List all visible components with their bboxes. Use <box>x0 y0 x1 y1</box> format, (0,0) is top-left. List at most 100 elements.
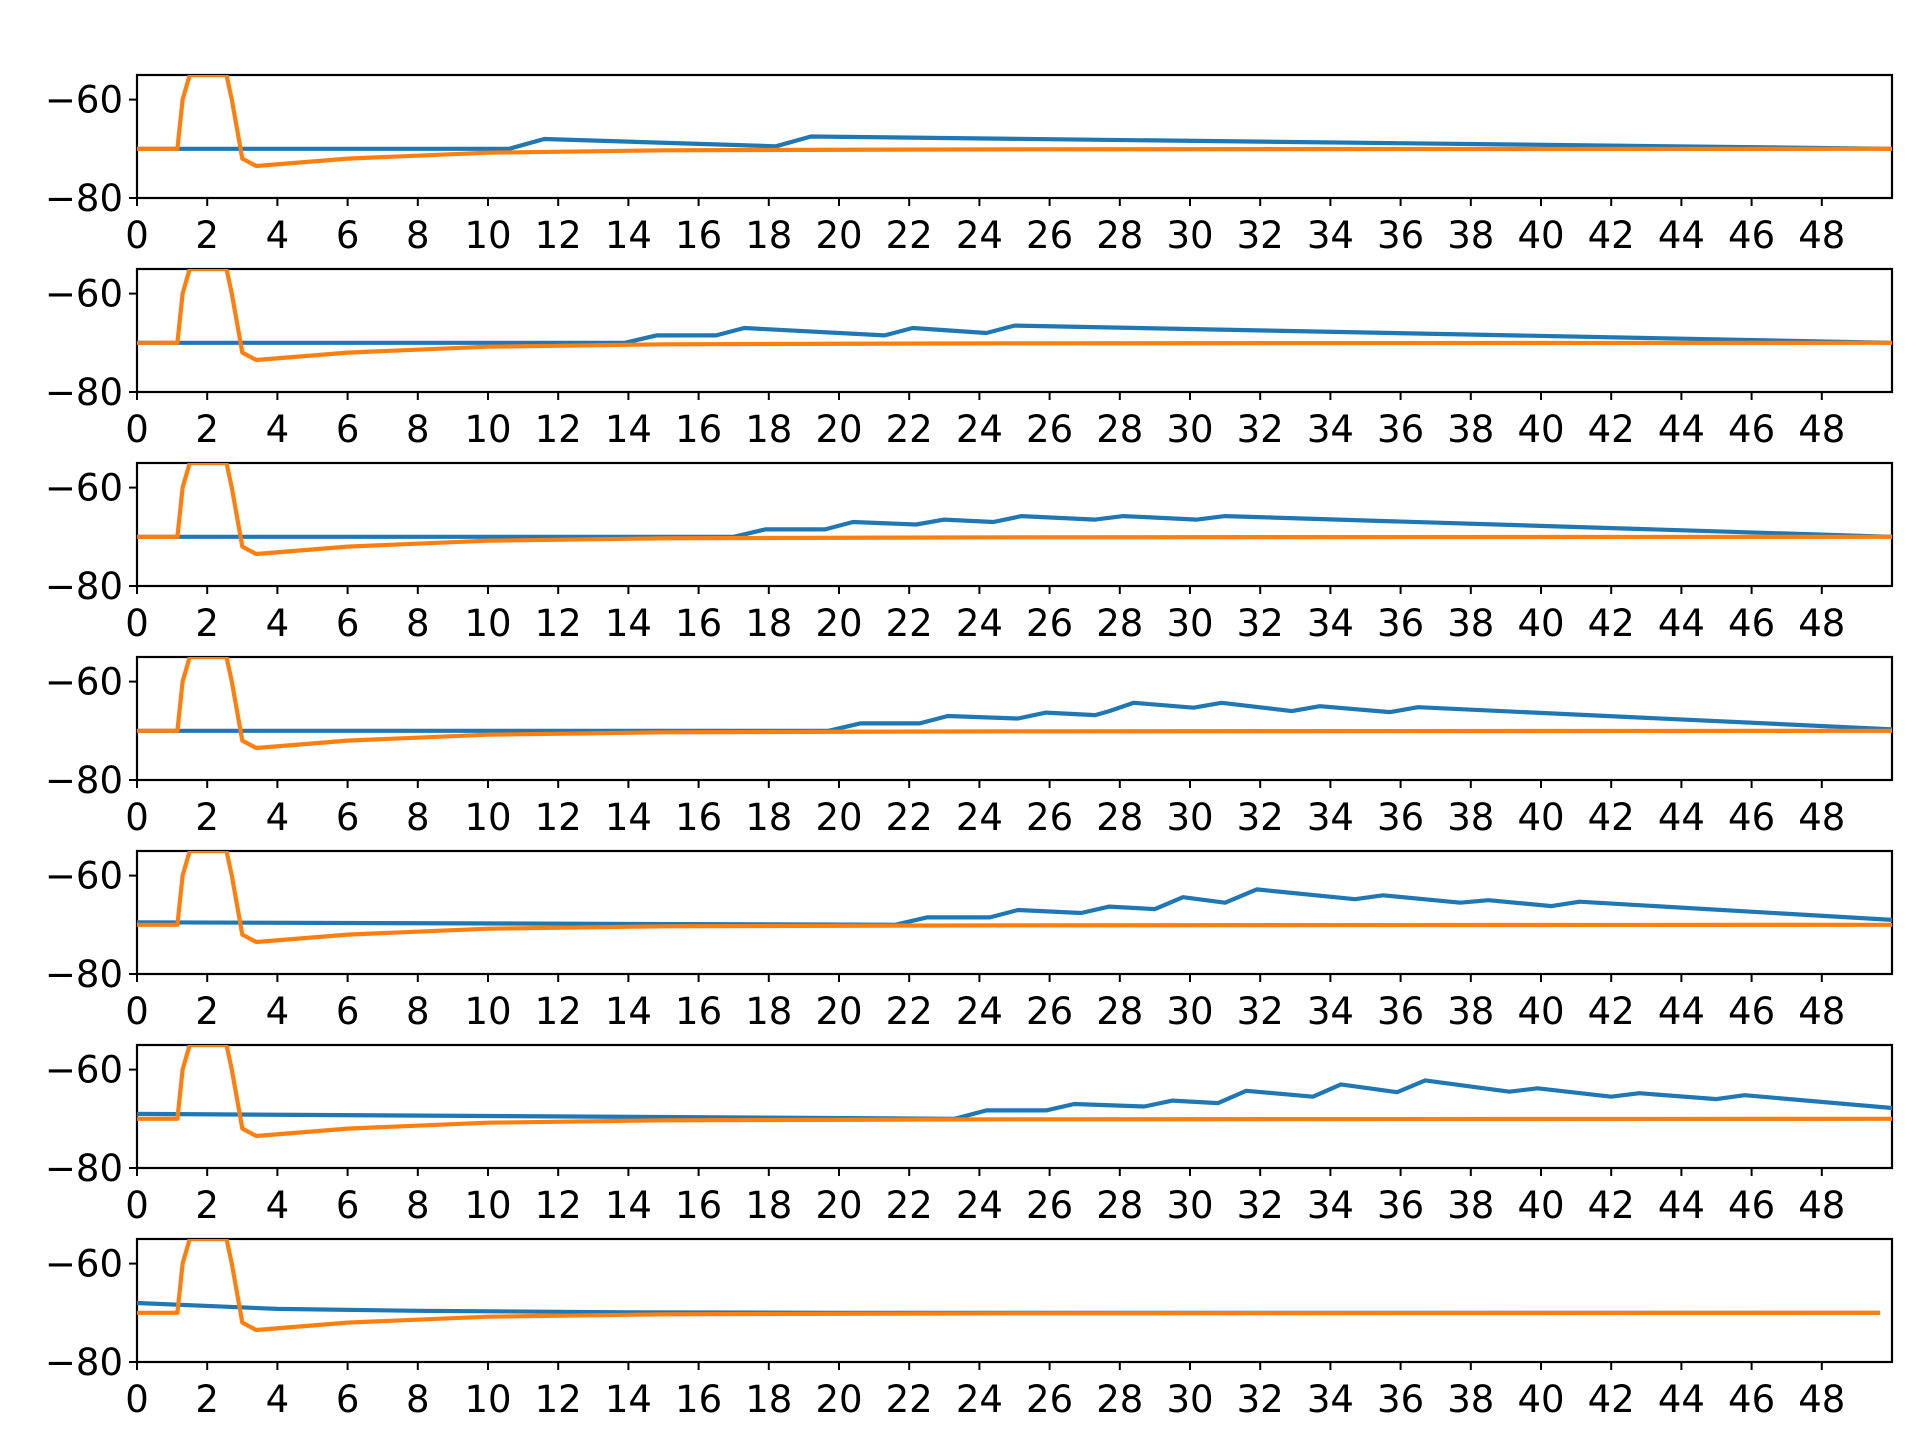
x-tick-label: 26 <box>1026 1378 1073 1421</box>
x-tick-label: 36 <box>1377 796 1424 839</box>
x-tick-label: 46 <box>1728 1378 1775 1421</box>
x-tick-label: 14 <box>605 1378 652 1421</box>
x-tick-label: 10 <box>464 796 511 839</box>
x-tick-label: 30 <box>1166 990 1213 1033</box>
x-tick-label: 32 <box>1237 602 1284 645</box>
x-tick-label: 18 <box>745 602 792 645</box>
x-tick-label: 24 <box>956 408 1003 451</box>
x-tick-label: 44 <box>1658 602 1705 645</box>
x-tick-label: 24 <box>956 1184 1003 1227</box>
axes-frame <box>135 1237 1894 1364</box>
x-tick-label: 12 <box>535 796 582 839</box>
x-tick-label: 26 <box>1026 796 1073 839</box>
x-tick-label: 18 <box>745 990 792 1033</box>
x-tick-label: 16 <box>675 1378 722 1421</box>
x-tick-label: 12 <box>535 1184 582 1227</box>
x-tick-label: 34 <box>1307 1378 1354 1421</box>
x-tick-label: 36 <box>1377 602 1424 645</box>
x-tick-label: 40 <box>1517 796 1564 839</box>
y-tick-label: −80 <box>45 953 123 996</box>
x-tick-label: 38 <box>1447 1378 1494 1421</box>
x-tick-label: 22 <box>886 990 933 1033</box>
axes-frame <box>135 267 1894 394</box>
x-tick-label: 0 <box>125 214 149 257</box>
x-tick-label: 42 <box>1588 796 1635 839</box>
x-tick-label: 44 <box>1658 990 1705 1033</box>
x-tick-label: 36 <box>1377 1184 1424 1227</box>
x-tick-label: 2 <box>195 214 219 257</box>
x-tick-label: 22 <box>886 214 933 257</box>
x-tick-label: 20 <box>815 214 862 257</box>
x-tick-label: 18 <box>745 1184 792 1227</box>
x-tick-label: 10 <box>464 214 511 257</box>
x-tick-label: 30 <box>1166 214 1213 257</box>
x-tick-label: 12 <box>535 602 582 645</box>
x-tick-label: 16 <box>675 602 722 645</box>
x-tick-label: 28 <box>1096 990 1143 1033</box>
x-tick-label: 2 <box>195 796 219 839</box>
series-line-1 <box>137 700 1892 733</box>
x-tick-label: 20 <box>815 1378 862 1421</box>
y-tick-label: −80 <box>45 371 123 414</box>
x-tick-label: 8 <box>406 408 430 451</box>
x-tick-label: 24 <box>956 214 1003 257</box>
subplot-5: 0 2 4 6 8 10 12 14 16 18 20 22 24 26 28 30 32 34 36 38 40 42 4… <box>45 849 1894 1033</box>
x-tick-label: 32 <box>1237 408 1284 451</box>
x-tick-label: 32 <box>1237 1378 1284 1421</box>
x-tick-label: 30 <box>1166 408 1213 451</box>
y-tick-label: −80 <box>45 177 123 220</box>
x-tick-label: 28 <box>1096 602 1143 645</box>
x-tick-label: 40 <box>1517 214 1564 257</box>
x-tick-label: 34 <box>1307 1184 1354 1227</box>
x-tick-label: 30 <box>1166 796 1213 839</box>
x-tick-label: 14 <box>605 214 652 257</box>
x-tick-label: 26 <box>1026 408 1073 451</box>
x-tick-label: 0 <box>125 602 149 645</box>
x-tick-label: 30 <box>1166 1184 1213 1227</box>
x-tick-label: 38 <box>1447 1184 1494 1227</box>
subplot-7: 0 2 4 6 8 10 12 14 16 18 20 22 24 26 28 30 32 34 36 38 40 42 4… <box>45 1237 1894 1421</box>
x-tick-label: 16 <box>675 796 722 839</box>
x-tick-label: 28 <box>1096 408 1143 451</box>
x-tick-label: 20 <box>815 796 862 839</box>
x-tick-label: 10 <box>464 408 511 451</box>
x-tick-label: 14 <box>605 796 652 839</box>
y-tick-label: −60 <box>45 661 123 704</box>
x-tick-label: 42 <box>1588 408 1635 451</box>
x-tick-label: 48 <box>1798 214 1845 257</box>
x-tick-label: 4 <box>266 796 290 839</box>
x-tick-label: 42 <box>1588 602 1635 645</box>
x-tick-label: 44 <box>1658 408 1705 451</box>
x-tick-label: 6 <box>336 1378 360 1421</box>
series-line-2 <box>137 75 1892 169</box>
x-tick-label: 8 <box>406 1378 430 1421</box>
x-tick-label: 14 <box>605 408 652 451</box>
series-line-2 <box>137 851 1892 945</box>
x-tick-label: 8 <box>406 796 430 839</box>
x-tick-label: 14 <box>605 1184 652 1227</box>
x-tick-label: 18 <box>745 796 792 839</box>
x-tick-label: 16 <box>675 1184 722 1227</box>
x-tick-label: 32 <box>1237 796 1284 839</box>
series-line-2 <box>137 657 1892 751</box>
series-line-1 <box>137 1078 1892 1121</box>
x-tick-label: 46 <box>1728 990 1775 1033</box>
x-tick-label: 46 <box>1728 796 1775 839</box>
x-tick-label: 38 <box>1447 990 1494 1033</box>
x-tick-label: 42 <box>1588 1378 1635 1421</box>
y-tick-label: −60 <box>45 79 123 122</box>
series-line-2 <box>137 463 1892 557</box>
x-tick-label: 20 <box>815 602 862 645</box>
x-tick-label: 46 <box>1728 602 1775 645</box>
y-tick-label: −80 <box>45 1341 123 1384</box>
x-tick-label: 0 <box>125 1184 149 1227</box>
x-tick-label: 16 <box>675 990 722 1033</box>
x-tick-label: 22 <box>886 1378 933 1421</box>
x-tick-label: 38 <box>1447 796 1494 839</box>
x-tick-label: 20 <box>815 1184 862 1227</box>
x-tick-label: 0 <box>125 796 149 839</box>
x-tick-label: 6 <box>336 214 360 257</box>
series-line-1 <box>137 134 1892 151</box>
x-tick-label: 36 <box>1377 214 1424 257</box>
